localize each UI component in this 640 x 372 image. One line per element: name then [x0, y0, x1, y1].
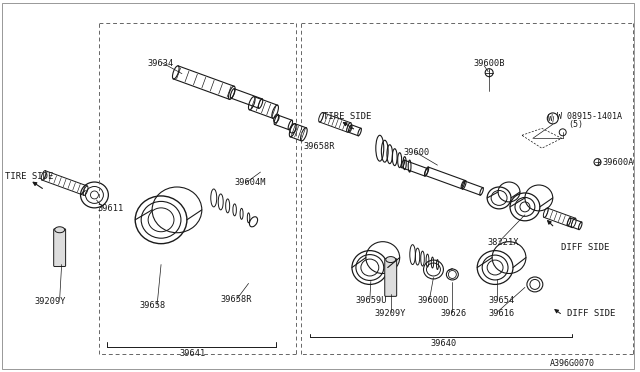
Ellipse shape: [386, 257, 396, 263]
Text: 38221X: 38221X: [487, 238, 518, 247]
Text: A396G0070: A396G0070: [550, 359, 595, 368]
Text: 39640: 39640: [431, 339, 457, 348]
Text: 39600B: 39600B: [473, 59, 505, 68]
Text: 39658R: 39658R: [303, 142, 335, 151]
Text: DIFF SIDE: DIFF SIDE: [561, 243, 609, 252]
Text: 39658: 39658: [139, 301, 165, 310]
Text: 39626: 39626: [440, 309, 467, 318]
Text: (5): (5): [569, 121, 584, 129]
Text: 39209Y: 39209Y: [375, 309, 406, 318]
Text: 39654: 39654: [488, 296, 515, 305]
Text: TIRE SIDE: TIRE SIDE: [5, 172, 53, 181]
Text: 39600A: 39600A: [602, 158, 634, 167]
Text: 39604M: 39604M: [235, 178, 266, 187]
Text: 39600: 39600: [404, 148, 430, 157]
FancyBboxPatch shape: [385, 259, 397, 296]
Text: 39600D: 39600D: [417, 296, 449, 305]
Ellipse shape: [54, 227, 65, 233]
Text: 39659U: 39659U: [356, 296, 387, 305]
Text: 39611: 39611: [97, 204, 124, 213]
Text: DIFF SIDE: DIFF SIDE: [566, 309, 615, 318]
Text: 39641: 39641: [180, 349, 206, 358]
Text: 39616: 39616: [488, 309, 515, 318]
Text: 39209Y: 39209Y: [35, 297, 67, 307]
Text: 39634: 39634: [147, 59, 173, 68]
FancyBboxPatch shape: [54, 229, 66, 266]
Text: W: W: [548, 115, 552, 124]
Text: W 08915-1401A: W 08915-1401A: [557, 112, 621, 121]
Text: TIRE SIDE: TIRE SIDE: [323, 112, 371, 121]
Text: 39658R: 39658R: [221, 295, 252, 304]
